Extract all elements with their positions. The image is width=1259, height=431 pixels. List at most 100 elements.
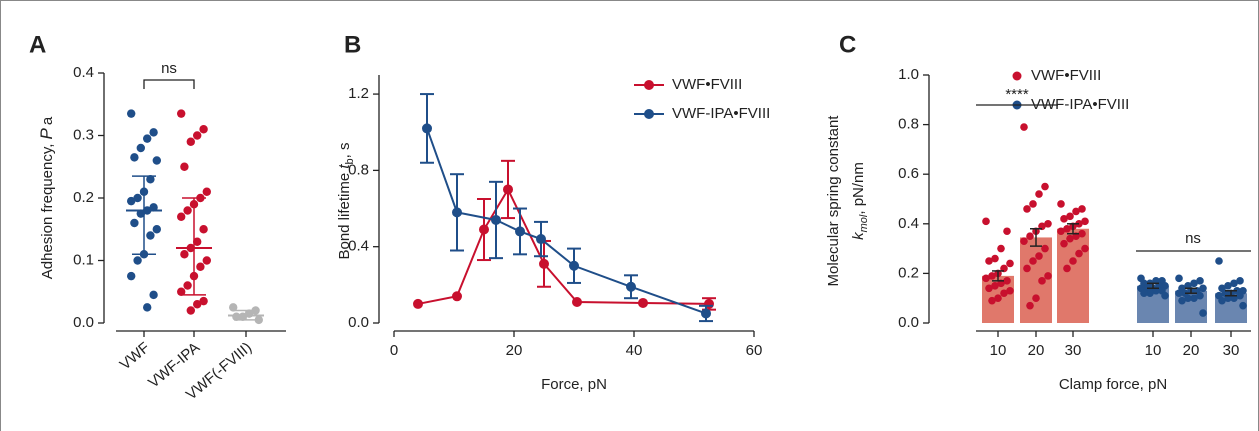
y-tick-label: 0.4	[348, 238, 369, 255]
data-point	[199, 225, 208, 234]
legend-label: VWF-IPA•FVIII	[1031, 96, 1129, 113]
data-point	[1063, 264, 1071, 273]
data-point	[229, 303, 238, 312]
data-point	[988, 296, 996, 305]
data-point	[149, 290, 158, 300]
data-point	[503, 184, 513, 195]
data-point	[186, 137, 195, 146]
data-point	[143, 134, 152, 143]
data-point	[1199, 309, 1207, 317]
data-point	[1078, 205, 1086, 213]
data-point	[1066, 212, 1074, 221]
x-tick-label: 10	[1145, 342, 1162, 359]
data-point	[130, 153, 139, 162]
data-point	[183, 281, 192, 290]
data-point	[1029, 257, 1037, 265]
data-point	[193, 300, 202, 309]
data-point	[1035, 252, 1043, 260]
legend-label: VWF-IPA•FVIII	[672, 105, 770, 122]
data-point	[1078, 229, 1086, 238]
data-point	[136, 143, 145, 153]
data-point	[1026, 232, 1034, 240]
x-tick-label: 20	[1028, 342, 1045, 359]
data-point	[1003, 227, 1011, 236]
data-point	[1029, 200, 1037, 208]
y-label: Bond lifetime tb, s	[336, 142, 356, 259]
data-point	[1057, 200, 1065, 208]
data-point	[193, 131, 202, 140]
x-tick-label: 60	[746, 342, 763, 359]
data-point	[127, 196, 136, 206]
data-point	[1057, 227, 1065, 236]
data-point	[1032, 294, 1040, 303]
data-point	[196, 262, 205, 271]
data-point	[1041, 182, 1049, 191]
data-point	[202, 256, 211, 265]
data-point	[1075, 249, 1083, 258]
data-point	[1035, 190, 1043, 198]
data-point	[985, 284, 993, 293]
data-point	[180, 250, 189, 259]
data-point	[572, 297, 582, 308]
data-point	[985, 257, 993, 265]
data-point	[1020, 123, 1028, 131]
label-unit: , s	[336, 142, 353, 158]
data-point	[152, 225, 161, 234]
data-point	[1230, 279, 1238, 288]
data-point	[1146, 289, 1154, 298]
data-point	[1020, 237, 1028, 245]
data-point	[152, 156, 161, 165]
data-point	[1239, 301, 1247, 310]
data-point	[1023, 264, 1031, 273]
data-point	[146, 231, 155, 240]
data-point	[988, 272, 996, 280]
y-label: Molecular spring constant	[825, 115, 842, 287]
data-point	[994, 294, 1002, 303]
data-point	[149, 128, 158, 137]
y-tick-label: 0.0	[898, 314, 919, 331]
y-tick-label: 1.2	[348, 85, 369, 102]
data-point	[982, 274, 990, 283]
data-point	[1218, 296, 1226, 305]
data-point	[1140, 289, 1148, 298]
x-tick-label: 10	[990, 342, 1007, 359]
data-point	[1044, 272, 1052, 280]
label-text: Bond lifetime	[336, 169, 353, 260]
data-point	[1069, 257, 1077, 265]
label-subscript: mol	[858, 214, 870, 232]
y-label: Adhesion frequency, Pa	[37, 116, 56, 279]
data-point	[1006, 259, 1014, 268]
x-tick-label: 40	[626, 342, 643, 359]
legend-label: VWF•FVIII	[1031, 67, 1101, 84]
data-point	[1175, 274, 1183, 283]
data-point	[136, 209, 145, 218]
data-point	[186, 306, 195, 315]
annotation: ns	[161, 60, 177, 77]
data-point	[1196, 291, 1204, 300]
data-point	[1215, 257, 1223, 265]
x-label: Force, pN	[541, 376, 607, 393]
data-point	[1178, 296, 1186, 305]
y-tick-label: 0.3	[73, 126, 94, 143]
data-point	[569, 260, 579, 271]
data-point	[1041, 244, 1049, 253]
data-point	[130, 218, 139, 228]
data-point	[193, 237, 202, 246]
data-point	[146, 175, 155, 184]
significance-bracket	[143, 79, 195, 89]
data-point	[539, 258, 549, 269]
x-tick-label: 0	[390, 342, 398, 359]
y-tick-label: 0.4	[73, 64, 94, 81]
y-tick-label: 0.6	[898, 165, 919, 182]
annotation: ns	[1185, 230, 1201, 247]
data-point	[183, 206, 192, 215]
series-line	[426, 128, 707, 315]
x-label: Clamp force, pN	[1059, 376, 1167, 393]
data-point	[1000, 289, 1008, 298]
data-point	[1072, 207, 1080, 216]
y-tick-label: 0.1	[73, 251, 94, 268]
y-label-group: Adhesion frequency, Pa	[37, 116, 56, 279]
data-point	[1081, 217, 1089, 226]
data-point	[133, 193, 142, 203]
legend-label: VWF•FVIII	[672, 76, 742, 93]
